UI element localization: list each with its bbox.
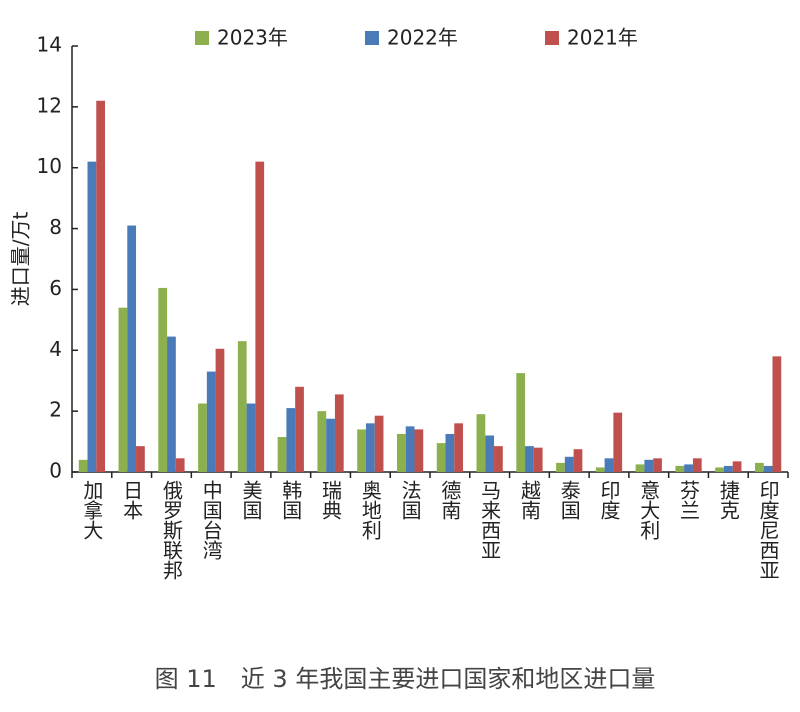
x-tick-label: 捷克 [716,480,740,520]
legend-label: 2022年 [387,26,458,50]
bar [485,435,495,472]
x-tick-label: 印度 [597,480,621,520]
bar [675,465,685,472]
bar [118,307,128,472]
x-tick-label: 瑞典 [319,480,343,520]
y-tick-label: 2 [49,398,62,422]
x-tick-label: 芬兰 [677,480,701,520]
y-tick-label: 4 [49,337,62,361]
bar [87,161,97,472]
bar [237,341,247,472]
legend-label: 2021年 [567,26,638,50]
bar [206,371,216,472]
bar [317,411,327,472]
y-tick-label: 12 [37,93,62,117]
x-tick-label: 加拿大 [80,480,104,540]
bar [414,429,424,472]
bar [246,403,256,472]
x-tick-label: 泰国 [557,480,581,520]
bar [715,467,724,472]
y-tick-label: 10 [37,154,62,178]
bar [653,458,662,472]
bar [692,458,702,472]
x-tick-label: 德南 [438,480,462,520]
bar [644,459,654,472]
bar [295,386,304,472]
bar [96,100,106,473]
legend-swatch [365,31,379,45]
bar [175,458,185,472]
bar [684,464,693,472]
bar [326,418,335,472]
y-tick-label: 8 [49,215,62,239]
bar [604,458,614,472]
bar [127,225,137,472]
bar [723,465,733,472]
caption: 图 11 近 3 年我国主要进口国家和地区进口量 [155,665,656,693]
bar [158,287,168,472]
bar [454,423,464,472]
bar [357,429,366,472]
x-tick-label: 奥地利 [358,480,382,540]
bar [763,465,773,472]
legend-swatch [545,31,559,45]
bar [277,437,287,472]
bar [365,423,375,472]
legend-swatch [195,31,209,45]
bar [525,446,534,472]
y-axis-label: 进口量/万t [9,212,33,307]
bar [167,336,176,472]
x-tick-label: 意大利 [637,480,661,540]
y-tick-label: 6 [49,276,62,300]
bar [215,348,225,472]
bar [732,461,742,472]
bar [635,464,645,472]
legend-label: 2023年 [217,26,288,50]
bar [494,446,503,472]
x-tick-label: 中国台湾 [199,480,223,560]
bar [396,433,406,472]
x-tick-label: 美国 [239,480,263,520]
bar [334,394,344,472]
bar [564,456,574,472]
x-tick-label: 法国 [398,480,422,520]
bar [255,161,265,472]
y-tick-label: 0 [49,459,62,483]
bar [573,449,583,472]
bar [613,412,623,472]
x-tick-label: 俄罗斯联邦 [159,480,183,580]
bar [78,459,88,472]
bar [595,467,605,472]
bar [772,356,782,472]
bar [286,408,296,472]
bar [405,426,415,472]
bar [374,415,384,472]
bar [476,414,486,472]
x-tick-label: 越南 [517,480,541,520]
bar [533,447,543,472]
x-tick-label: 韩国 [279,480,303,520]
bar [556,462,565,472]
x-tick-label: 马来西亚 [478,480,502,560]
y-tick-label: 14 [37,33,62,57]
bar [516,373,526,472]
bar [754,462,764,472]
bar [198,403,207,472]
bar [136,446,145,472]
bar [445,433,455,472]
x-tick-label: 日本 [120,480,144,520]
bar [436,443,446,472]
x-tick-label: 印度尼西亚 [756,480,780,580]
